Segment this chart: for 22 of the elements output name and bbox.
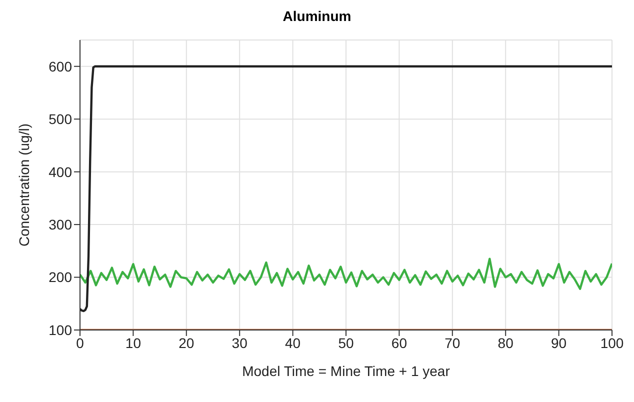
x-tick-label: 20 bbox=[178, 334, 194, 351]
x-tick-label: 30 bbox=[232, 334, 248, 351]
x-tick-label: 70 bbox=[444, 334, 460, 351]
chart-title: Aluminum bbox=[282, 8, 352, 24]
y-axis-title: Concentration (ug/l) bbox=[16, 124, 32, 246]
x-axis-title: Model Time = Mine Time + 1 year bbox=[242, 363, 450, 379]
line-series bbox=[80, 258, 612, 290]
x-tick-label: 60 bbox=[391, 334, 408, 351]
x-tick-label: 40 bbox=[285, 334, 301, 351]
y-tick-label: 200 bbox=[48, 269, 72, 286]
x-tick-label: 80 bbox=[498, 334, 514, 351]
x-tick-label: 100 bbox=[600, 334, 624, 351]
x-tick-label: 90 bbox=[551, 334, 567, 351]
y-tick-label: 600 bbox=[48, 58, 72, 74]
y-tick-label: 100 bbox=[48, 322, 72, 338]
x-tick-label: 0 bbox=[76, 334, 84, 351]
x-tick-label: 50 bbox=[338, 334, 354, 351]
y-tick-label: 300 bbox=[48, 216, 72, 233]
y-tick-label: 400 bbox=[48, 164, 72, 180]
line-series bbox=[80, 65, 612, 312]
x-tick-label: 10 bbox=[125, 334, 142, 351]
y-tick-label: 500 bbox=[48, 111, 72, 128]
